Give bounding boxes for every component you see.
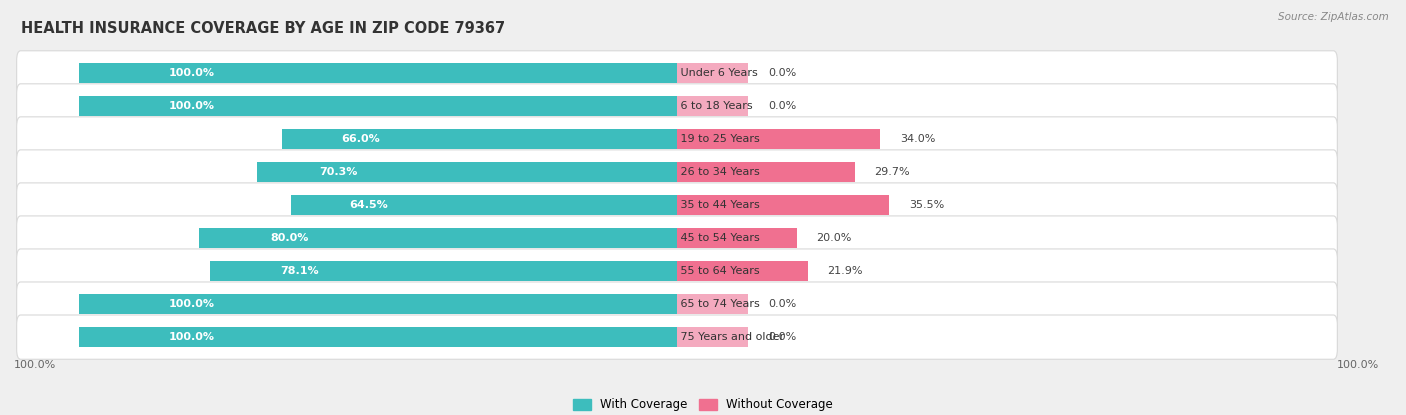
Text: 78.1%: 78.1% — [280, 266, 319, 276]
Text: 64.5%: 64.5% — [349, 200, 388, 210]
Text: 100.0%: 100.0% — [169, 332, 215, 342]
Text: 26 to 34 Years: 26 to 34 Years — [678, 167, 763, 177]
Text: 0.0%: 0.0% — [768, 299, 796, 309]
Text: Under 6 Years: Under 6 Years — [678, 68, 761, 78]
Bar — [198, 228, 678, 248]
Text: 100.0%: 100.0% — [169, 68, 215, 78]
Bar — [79, 327, 678, 347]
Text: 100.0%: 100.0% — [14, 360, 56, 370]
FancyBboxPatch shape — [17, 216, 1337, 260]
Text: 19 to 25 Years: 19 to 25 Years — [678, 134, 763, 144]
Text: 0.0%: 0.0% — [768, 101, 796, 111]
Bar — [257, 162, 678, 182]
FancyBboxPatch shape — [17, 315, 1337, 359]
Text: 100.0%: 100.0% — [169, 101, 215, 111]
Bar — [209, 261, 678, 281]
Text: 21.9%: 21.9% — [828, 266, 863, 276]
Legend: With Coverage, Without Coverage: With Coverage, Without Coverage — [568, 393, 838, 415]
Bar — [678, 96, 748, 116]
Text: 6 to 18 Years: 6 to 18 Years — [678, 101, 756, 111]
Text: 45 to 54 Years: 45 to 54 Years — [678, 233, 763, 243]
Text: 0.0%: 0.0% — [768, 68, 796, 78]
FancyBboxPatch shape — [17, 117, 1337, 161]
Text: 20.0%: 20.0% — [815, 233, 852, 243]
FancyBboxPatch shape — [17, 84, 1337, 128]
Bar — [291, 195, 678, 215]
Bar — [283, 129, 678, 149]
Bar — [678, 327, 748, 347]
Text: 80.0%: 80.0% — [270, 233, 309, 243]
Bar — [79, 63, 678, 83]
FancyBboxPatch shape — [17, 282, 1337, 326]
Text: 65 to 74 Years: 65 to 74 Years — [678, 299, 763, 309]
Text: 75 Years and older: 75 Years and older — [678, 332, 787, 342]
FancyBboxPatch shape — [17, 51, 1337, 95]
Text: 34.0%: 34.0% — [900, 134, 935, 144]
Text: Source: ZipAtlas.com: Source: ZipAtlas.com — [1278, 12, 1389, 22]
FancyBboxPatch shape — [17, 183, 1337, 227]
Bar — [678, 162, 855, 182]
Bar — [678, 195, 889, 215]
Bar — [678, 294, 748, 314]
Text: 66.0%: 66.0% — [342, 134, 380, 144]
Text: 100.0%: 100.0% — [169, 299, 215, 309]
FancyBboxPatch shape — [17, 249, 1337, 293]
Bar — [678, 261, 808, 281]
Text: 70.3%: 70.3% — [319, 167, 359, 177]
Text: 0.0%: 0.0% — [768, 332, 796, 342]
Text: 35.5%: 35.5% — [908, 200, 943, 210]
Text: 55 to 64 Years: 55 to 64 Years — [678, 266, 763, 276]
Bar — [79, 96, 678, 116]
Text: 29.7%: 29.7% — [875, 167, 910, 177]
Text: 35 to 44 Years: 35 to 44 Years — [678, 200, 763, 210]
Bar — [678, 63, 748, 83]
Text: 100.0%: 100.0% — [1337, 360, 1379, 370]
Text: HEALTH INSURANCE COVERAGE BY AGE IN ZIP CODE 79367: HEALTH INSURANCE COVERAGE BY AGE IN ZIP … — [21, 21, 505, 36]
FancyBboxPatch shape — [17, 150, 1337, 194]
Bar — [678, 129, 880, 149]
Bar — [678, 228, 797, 248]
Bar — [79, 294, 678, 314]
